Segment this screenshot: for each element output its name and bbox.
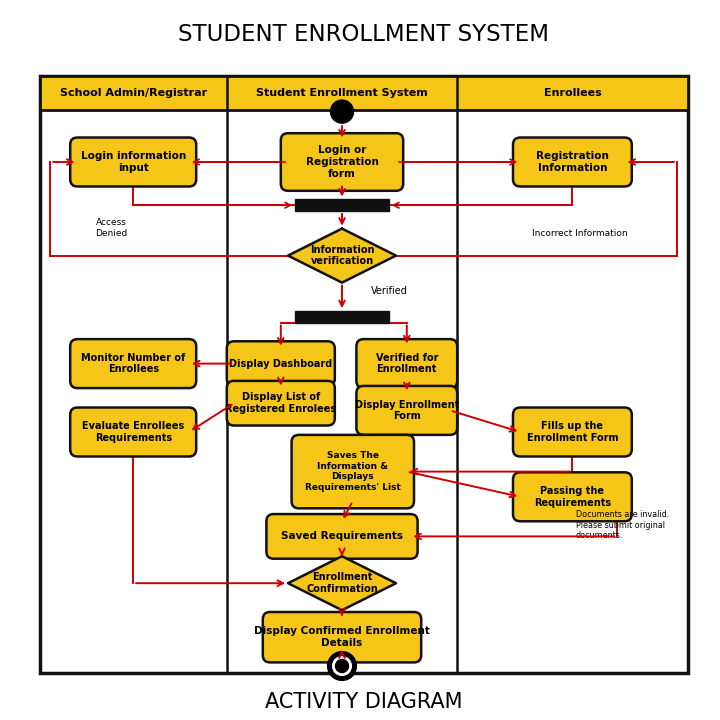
Text: Passing the
Requirements: Passing the Requirements bbox=[534, 486, 611, 508]
Text: Access
Denied: Access Denied bbox=[96, 218, 127, 238]
Text: Display Confirmed Enrollment
Details: Display Confirmed Enrollment Details bbox=[254, 626, 430, 648]
Polygon shape bbox=[288, 229, 396, 282]
FancyBboxPatch shape bbox=[356, 386, 457, 435]
Text: Saved Requirements: Saved Requirements bbox=[281, 531, 403, 541]
FancyBboxPatch shape bbox=[71, 408, 196, 456]
FancyBboxPatch shape bbox=[227, 381, 335, 426]
Text: STUDENT ENROLLMENT SYSTEM: STUDENT ENROLLMENT SYSTEM bbox=[178, 23, 549, 46]
Text: School Admin/Registrar: School Admin/Registrar bbox=[60, 88, 207, 98]
Bar bbox=[295, 311, 389, 323]
FancyBboxPatch shape bbox=[513, 138, 632, 186]
Text: Verified for
Enrollment: Verified for Enrollment bbox=[376, 353, 438, 374]
Text: Display Dashboard: Display Dashboard bbox=[229, 359, 333, 369]
FancyBboxPatch shape bbox=[513, 472, 632, 521]
Text: Display Enrollment
Form: Display Enrollment Form bbox=[355, 400, 459, 421]
Text: Information
verification: Information verification bbox=[310, 245, 374, 266]
Circle shape bbox=[333, 657, 351, 675]
FancyBboxPatch shape bbox=[281, 133, 403, 191]
Text: Display List of
Registered Enrolees: Display List of Registered Enrolees bbox=[225, 392, 336, 414]
Circle shape bbox=[330, 100, 354, 123]
Circle shape bbox=[336, 660, 348, 672]
Text: Login information
input: Login information input bbox=[81, 151, 186, 173]
FancyBboxPatch shape bbox=[513, 408, 632, 456]
Bar bbox=[40, 76, 688, 673]
Text: Monitor Number of
Enrollees: Monitor Number of Enrollees bbox=[81, 353, 185, 374]
Text: Evaluate Enrollees
Requirements: Evaluate Enrollees Requirements bbox=[82, 421, 184, 443]
FancyBboxPatch shape bbox=[292, 435, 414, 508]
Text: Verified: Verified bbox=[371, 286, 408, 296]
FancyBboxPatch shape bbox=[263, 612, 421, 662]
Text: Student Enrollment System: Student Enrollment System bbox=[256, 88, 428, 98]
Text: Documents are invalid.
Please submit original
documents.: Documents are invalid. Please submit ori… bbox=[576, 510, 670, 540]
FancyBboxPatch shape bbox=[266, 514, 418, 559]
Text: Enrollment
Confirmation: Enrollment Confirmation bbox=[306, 572, 378, 594]
Text: Login or
Registration
form: Login or Registration form bbox=[305, 145, 379, 179]
Text: Enrollees: Enrollees bbox=[544, 88, 601, 98]
Text: Yes: Yes bbox=[353, 613, 369, 623]
Text: Saves The
Information &
Displays
Requirements' List: Saves The Information & Displays Require… bbox=[305, 451, 401, 492]
FancyBboxPatch shape bbox=[356, 339, 457, 388]
Text: Registration
Information: Registration Information bbox=[536, 151, 609, 173]
FancyBboxPatch shape bbox=[227, 341, 335, 386]
FancyBboxPatch shape bbox=[71, 339, 196, 388]
Circle shape bbox=[328, 652, 356, 680]
Text: Incorrect Information: Incorrect Information bbox=[532, 228, 627, 238]
Text: Fills up the
Enrollment Form: Fills up the Enrollment Form bbox=[526, 421, 618, 443]
Polygon shape bbox=[288, 556, 396, 611]
FancyBboxPatch shape bbox=[71, 138, 196, 186]
Text: ACTIVITY DIAGRAM: ACTIVITY DIAGRAM bbox=[265, 692, 462, 712]
Bar bbox=[40, 76, 688, 110]
Bar bbox=[295, 199, 389, 211]
